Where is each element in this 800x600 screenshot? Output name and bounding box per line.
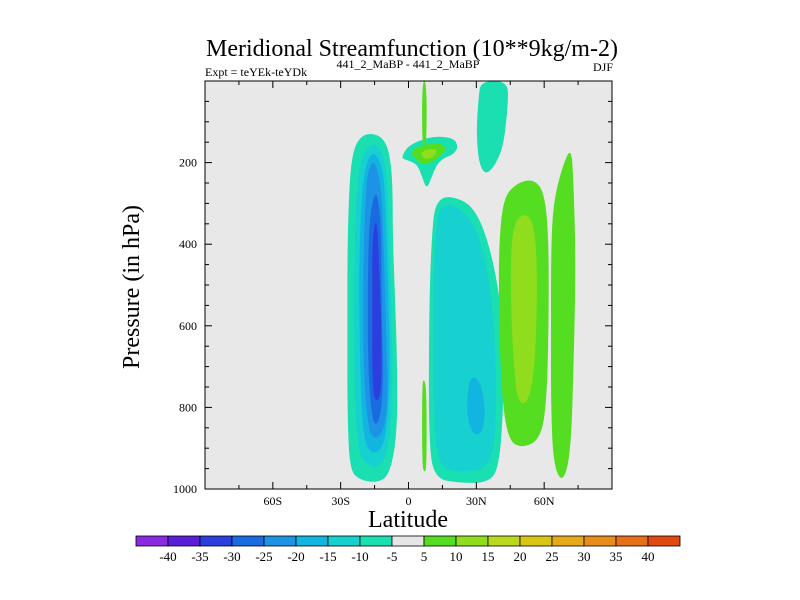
y-tick-label: 1000: [173, 482, 197, 496]
contour-regions: [347, 81, 576, 483]
colorbar-box: [519, 535, 553, 547]
y-tick-label: 200: [179, 156, 197, 170]
colorbar-label: -10: [351, 549, 368, 564]
colorbar-box: [423, 535, 457, 547]
colorbar-box: [551, 535, 585, 547]
x-tick-label: 60N: [534, 494, 555, 508]
colorbar-box: [263, 535, 297, 547]
colorbar-label: 5: [421, 549, 428, 564]
x-tick-label: 30N: [466, 494, 487, 508]
contour-nh-cell-15: [467, 377, 485, 435]
colorbar-box: [295, 535, 329, 547]
y-tick-label: 800: [179, 400, 197, 414]
contour-nh-polar: [551, 152, 576, 478]
colorbar-box: [327, 535, 361, 547]
subtitle-center: 441_2_MaBP - 441_2_MaBP: [337, 57, 480, 71]
colorbar-box: [647, 535, 681, 547]
x-tick-label: 0: [406, 494, 412, 508]
colorbar-label: 25: [546, 549, 559, 564]
colorbar-box: [455, 535, 489, 547]
contour-eq-thin-bottom: [422, 380, 427, 472]
colorbar-box: [135, 535, 169, 547]
colorbar-box: [487, 535, 521, 547]
colorbar-label: -15: [319, 549, 336, 564]
colorbar-label: 30: [578, 549, 591, 564]
colorbar-box: [199, 535, 233, 547]
colorbar-label: 15: [482, 549, 495, 564]
contour-nh-upper-plume: [476, 81, 508, 173]
colorbar-label: -25: [255, 549, 272, 564]
colorbar-box: [359, 535, 393, 547]
x-tick-label: 30S: [331, 494, 350, 508]
colorbar-label: -35: [191, 549, 208, 564]
colorbar-label: 35: [610, 549, 623, 564]
contour-sh-cell-30: [372, 222, 382, 401]
colorbar-label: 40: [642, 549, 655, 564]
subtitle-left: Expt = teYEk-teYDk: [205, 65, 307, 79]
colorbar-box: [167, 535, 201, 547]
colorbar-label: -30: [223, 549, 240, 564]
colorbar-box: [583, 535, 617, 547]
x-tick-label: 60S: [263, 494, 282, 508]
x-axis-label: Latitude: [368, 507, 448, 533]
colorbar-label: -40: [159, 549, 176, 564]
y-axis-label: Pressure (in hPa): [119, 205, 145, 369]
contour-eq-thin-top: [422, 81, 427, 146]
plot-background: [205, 81, 612, 489]
subtitle-right: DJF: [593, 60, 613, 74]
y-tick-label: 400: [179, 237, 197, 251]
colorbar-box: [231, 535, 265, 547]
colorbar-label: -20: [287, 549, 304, 564]
contour-eq-top-15: [421, 148, 437, 159]
contour-nh-ferrel-15: [510, 215, 537, 404]
colorbar-box: [391, 535, 425, 547]
colorbar-label: 10: [450, 549, 463, 564]
colorbar-label: 20: [514, 549, 527, 564]
chart-title: Meridional Streamfunction (10**9kg/m-2): [206, 36, 618, 62]
colorbar-box: [615, 535, 649, 547]
colorbar-label: -5: [387, 549, 398, 564]
y-tick-label: 600: [179, 319, 197, 333]
